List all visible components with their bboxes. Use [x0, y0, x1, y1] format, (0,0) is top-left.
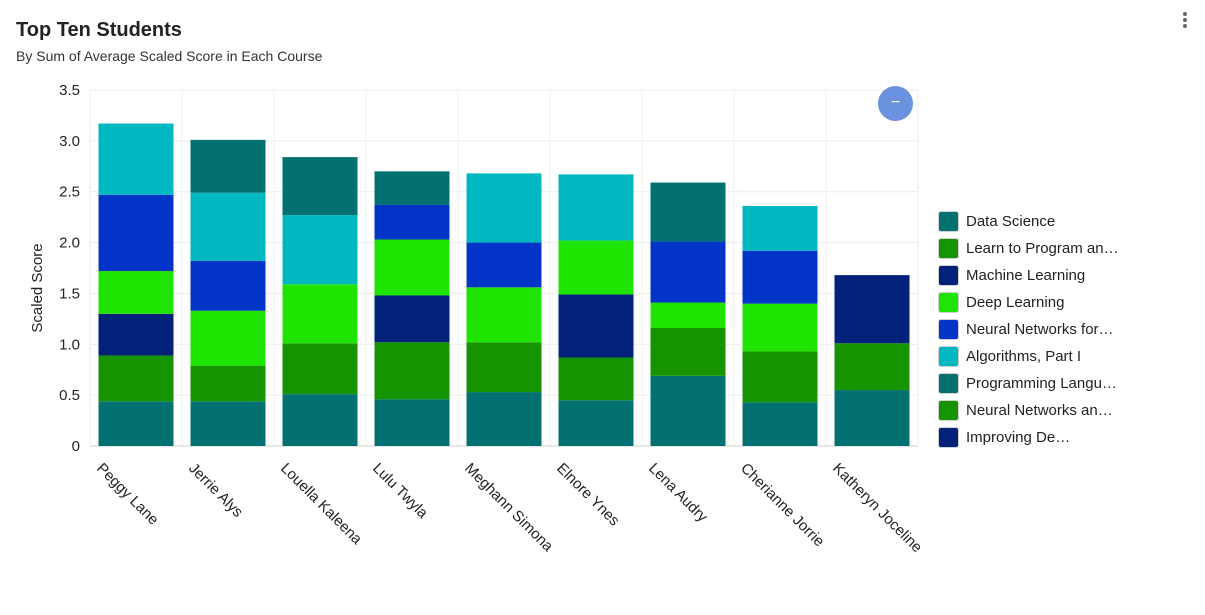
x-tick-label: Cherianne Jorrie: [737, 460, 827, 550]
bar-segment: [98, 313, 174, 356]
bar-segment: [282, 157, 358, 216]
bar-segment: [834, 343, 910, 391]
bar-segment: [282, 394, 358, 446]
bar-segment: [466, 173, 542, 243]
legend-label: Algorithms, Part I: [966, 348, 1082, 365]
x-tick-label: Jerrie Alys: [185, 460, 246, 521]
y-tick-label: 2.0: [59, 235, 80, 252]
y-axis-title: Scaled Score: [29, 243, 46, 332]
x-tick-label: Katheryn Joceline: [829, 460, 925, 556]
legend-swatch: [938, 373, 959, 394]
zoom-out-button[interactable]: −: [878, 86, 913, 121]
bar-segment: [282, 215, 358, 285]
bar-segment: [558, 294, 634, 358]
legend-swatch: [938, 427, 959, 448]
x-tick-label: Lulu Twyla: [369, 460, 431, 522]
y-tick-label: 2.5: [59, 184, 80, 201]
bar-segment: [742, 402, 818, 446]
bar-segment: [98, 401, 174, 446]
legend-label: Deep Learning: [966, 294, 1065, 311]
bar-segment: [558, 357, 634, 401]
legend-label: Programming Langu…: [966, 375, 1117, 392]
bar-segment: [374, 204, 450, 240]
bar-segment: [834, 390, 910, 446]
bar-segment: [742, 351, 818, 403]
bar-segment: [374, 171, 450, 205]
legend-label: Learn to Program an…: [966, 240, 1119, 257]
legend-item[interactable]: Neural Networks an…: [938, 397, 1119, 424]
bar-segment: [98, 271, 174, 314]
bar-segment: [98, 123, 174, 195]
bar-segment: [650, 302, 726, 329]
bar-segment: [558, 240, 634, 295]
legend-item[interactable]: Deep Learning: [938, 289, 1119, 316]
bar-segment: [558, 400, 634, 446]
bar-segment: [466, 342, 542, 393]
legend-swatch: [938, 400, 959, 421]
legend-item[interactable]: Learn to Program an…: [938, 235, 1119, 262]
legend-swatch: [938, 346, 959, 367]
y-tick-label: 0: [72, 438, 80, 455]
y-tick-label: 1.5: [59, 285, 80, 302]
x-tick-label: Elnore Ynes: [553, 460, 623, 530]
bar-segment: [374, 295, 450, 343]
bar-segment: [466, 287, 542, 343]
bar-segment: [650, 328, 726, 376]
legend-item[interactable]: Neural Networks for…: [938, 316, 1119, 343]
y-tick-label: 3.5: [59, 82, 80, 99]
minus-icon: −: [890, 94, 901, 111]
legend-label: Improving De…: [966, 429, 1071, 446]
bar-segment: [190, 365, 266, 402]
x-tick-label: Lena Audry: [645, 460, 711, 526]
bar-segment: [374, 342, 450, 400]
bar-segment: [98, 194, 174, 272]
legend-swatch: [938, 265, 959, 286]
legend-swatch: [938, 292, 959, 313]
chart-subtitle: By Sum of Average Scaled Score in Each C…: [16, 48, 323, 64]
bar-segment: [190, 310, 266, 366]
bar-segment: [282, 343, 358, 395]
x-tick-label: Meghann Simona: [461, 460, 557, 556]
legend-label: Neural Networks for…: [966, 321, 1114, 338]
bar-segment: [374, 399, 450, 446]
bar-segment: [558, 174, 634, 241]
legend-item[interactable]: Algorithms, Part I: [938, 343, 1119, 370]
bar-segment: [98, 355, 174, 402]
y-tick-label: 0.5: [59, 387, 80, 404]
bar-segment: [190, 260, 266, 311]
legend-label: Neural Networks an…: [966, 402, 1113, 419]
y-tick-label: 1.0: [59, 336, 80, 353]
chart-title: Top Ten Students: [16, 19, 182, 41]
kebab-menu-icon[interactable]: [1177, 10, 1193, 30]
bar-segment: [742, 303, 818, 352]
legend-item[interactable]: Improving De…: [938, 424, 1119, 451]
bar-segment: [742, 205, 818, 251]
bar-segment: [834, 275, 910, 344]
legend-item[interactable]: Programming Langu…: [938, 370, 1119, 397]
legend-label: Data Science: [966, 213, 1056, 230]
bar-segment: [466, 242, 542, 288]
bar-segment: [650, 182, 726, 242]
legend-item[interactable]: Data Science: [938, 208, 1119, 235]
y-tick-label: 3.0: [59, 133, 80, 150]
bar-segment: [742, 250, 818, 304]
bar-segment: [190, 139, 266, 193]
legend-item[interactable]: Machine Learning: [938, 262, 1119, 289]
legend-label: Machine Learning: [966, 267, 1086, 284]
legend-swatch: [938, 238, 959, 259]
legend-swatch: [938, 211, 959, 232]
legend-swatch: [938, 319, 959, 340]
bar-segment: [282, 284, 358, 344]
bar-segment: [190, 401, 266, 446]
bar-segment: [190, 192, 266, 261]
bar-segment: [374, 239, 450, 296]
bar-segment: [650, 375, 726, 446]
bar-segment: [466, 392, 542, 446]
bar-segment: [650, 241, 726, 303]
x-tick-label: Peggy Lane: [93, 460, 162, 529]
x-tick-label: Louella Kaleena: [277, 460, 366, 549]
chart-legend: Data Science Learn to Program an… Machine …: [938, 208, 1119, 451]
